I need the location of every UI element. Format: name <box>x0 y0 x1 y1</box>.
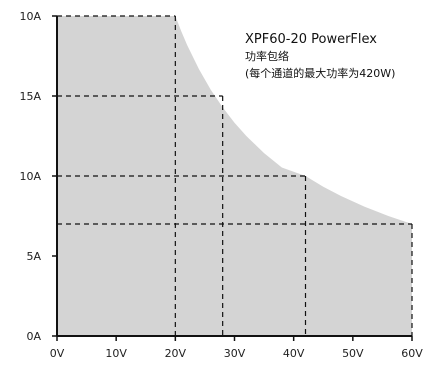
power-envelope-area <box>57 16 412 336</box>
y-tick-labels: 0A 5A 10A 15A 10A <box>19 10 41 343</box>
x-tick-label: 60V <box>401 347 423 360</box>
x-tick-label: 50V <box>342 347 364 360</box>
y-tick-label: 15A <box>19 90 41 103</box>
annotation-line-2: (每个通道的最大功率为420W) <box>245 66 395 80</box>
x-tick-label: 0V <box>50 347 65 360</box>
x-tick-label: 20V <box>165 347 187 360</box>
y-tick-label: 10A <box>19 170 41 183</box>
y-tick-label: 5A <box>26 250 41 263</box>
annotation-title: XPF60-20 PowerFlex <box>245 32 377 47</box>
x-tick-labels: 0V 10V 20V 30V 40V 50V 60V <box>50 347 423 360</box>
annotation-line-1: 功率包络 <box>245 49 289 63</box>
plot-area <box>56 15 413 337</box>
y-tick-label: 0A <box>26 330 41 343</box>
guide-lines <box>57 15 413 336</box>
axis-ticks <box>52 15 413 341</box>
x-tick-label: 40V <box>283 347 305 360</box>
x-tick-label: 10V <box>105 347 127 360</box>
model-annotation: XPF60-20 PowerFlex 功率包络 (每个通道的最大功率为420W) <box>245 32 395 80</box>
x-tick-label: 30V <box>224 347 246 360</box>
y-tick-label: 10A <box>19 10 41 23</box>
